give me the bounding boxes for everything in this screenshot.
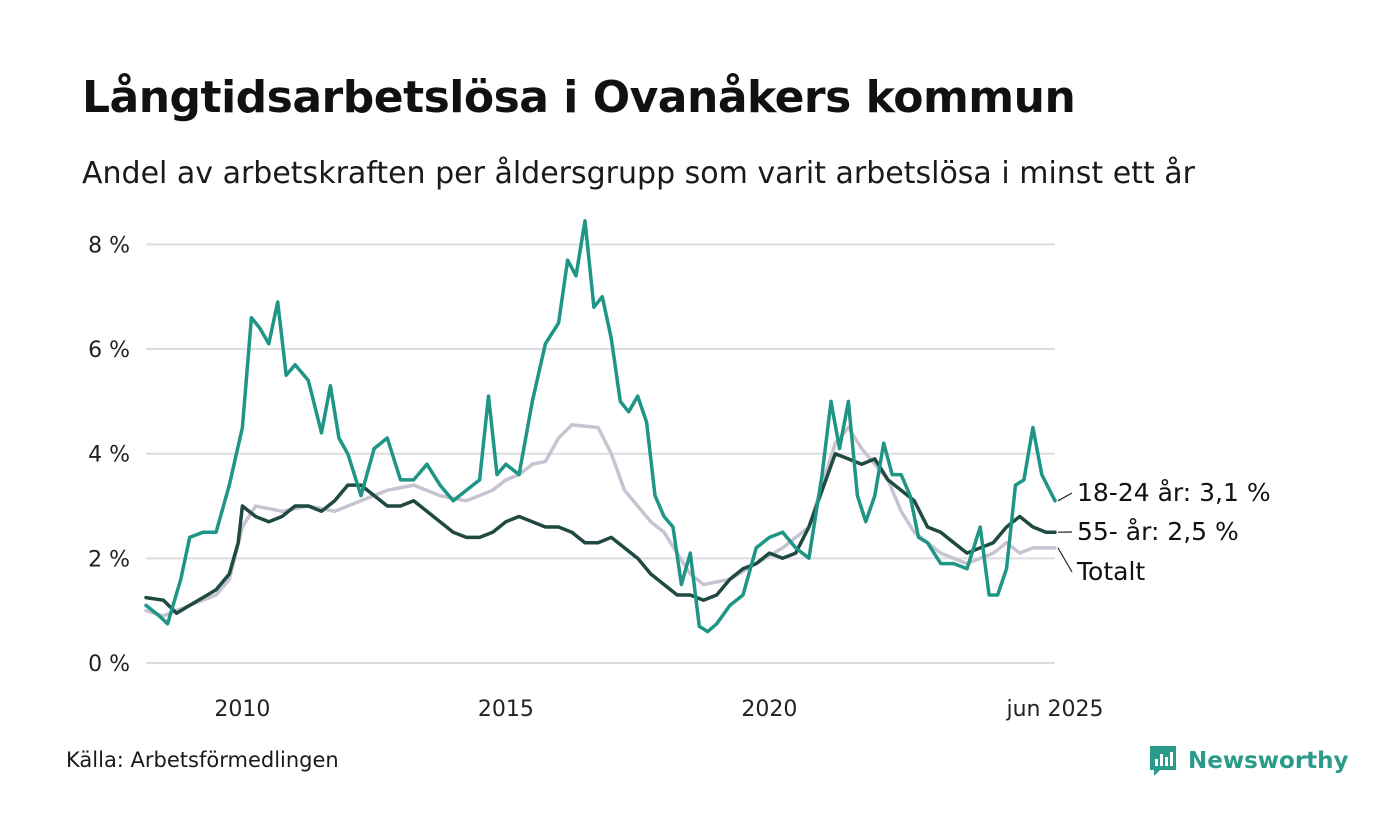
- x-tick-label: 2015: [478, 697, 534, 722]
- brand[interactable]: Newsworthy: [1148, 744, 1349, 778]
- y-tick-label: 6 %: [88, 338, 130, 363]
- series-end-label: 55- år: 2,5 %: [1077, 517, 1239, 546]
- chart-title: Långtidsarbetslösa i Ovanåkers kommun: [82, 72, 1076, 123]
- series-end-label: 18-24 år: 3,1 %: [1077, 478, 1271, 507]
- y-tick-label: 4 %: [88, 443, 130, 468]
- y-tick-label: 8 %: [88, 233, 130, 258]
- label-connector: [1057, 492, 1073, 502]
- x-tick-label: 2020: [741, 697, 797, 722]
- x-tick-label: 2010: [214, 697, 270, 722]
- series-end-label: Totalt: [1076, 557, 1145, 586]
- label-connector: [1057, 547, 1073, 573]
- series-line: [144, 219, 1057, 634]
- y-tick-label: 0 %: [88, 652, 130, 677]
- brand-name: Newsworthy: [1188, 748, 1349, 774]
- y-tick-label: 2 %: [88, 547, 130, 572]
- chart-subtitle: Andel av arbetskraften per åldersgrupp s…: [82, 156, 1195, 191]
- x-tick-label: jun 2025: [1006, 697, 1104, 722]
- source-note: Källa: Arbetsförmedlingen: [66, 748, 339, 772]
- newsworthy-logo-icon: [1150, 746, 1176, 776]
- series-line: [144, 451, 1057, 616]
